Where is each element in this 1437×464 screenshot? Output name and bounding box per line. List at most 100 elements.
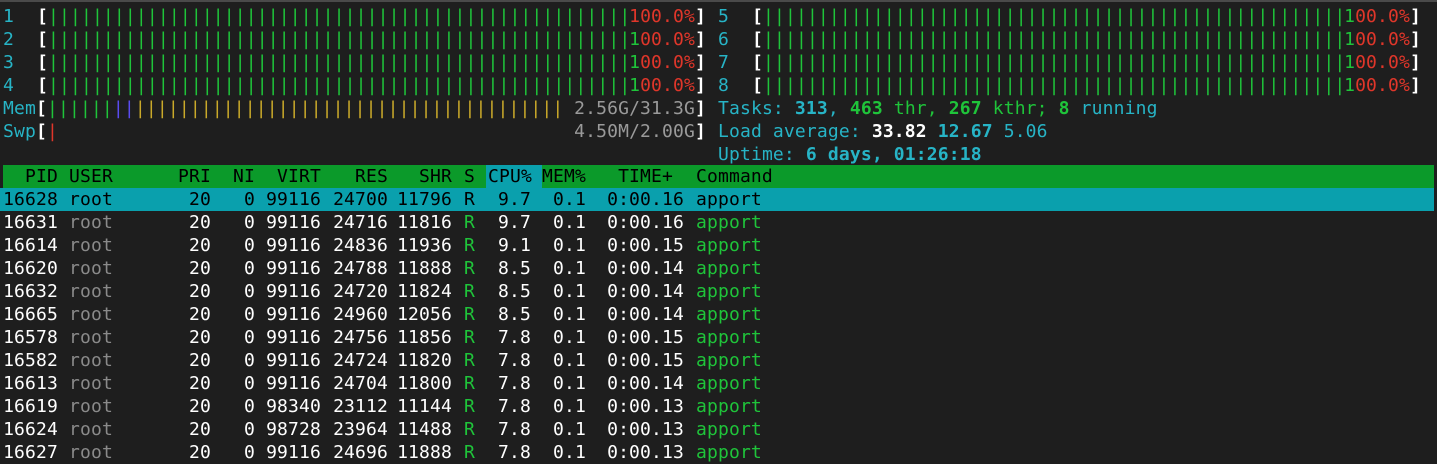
virt-cell: 99116: [266, 281, 321, 302]
cpu-cell: 9.7: [498, 189, 531, 210]
res-cell: 23112: [333, 396, 388, 417]
meter-value: 4.50M/2.00G: [574, 121, 695, 142]
user-cell: root: [69, 189, 113, 210]
time-cell: 0:00.13: [607, 419, 684, 440]
user-cell: root: [69, 350, 113, 371]
bracket-close: ]: [1410, 75, 1421, 96]
process-row[interactable]: 16620 root 20 0 99116 24788 11888 R 8.5 0.1 0:00.1…: [0, 257, 1434, 280]
cpu-meter-1: 1 [||||||||||||||||||||||||||||||||||||||…: [3, 5, 706, 28]
header-command-cell[interactable]: Command: [696, 166, 773, 187]
virt-cell: 99116: [266, 442, 321, 463]
meter-value: 100.0%: [629, 52, 695, 73]
cpu-cell: 9.1: [498, 235, 531, 256]
meter-bar: ||||||||||||||||||||||||||||||||||||||||…: [763, 6, 1345, 27]
time-cell: 0:00.14: [607, 373, 684, 394]
cpu-cell: 7.8: [498, 327, 531, 348]
header-shr-cell[interactable]: SHR: [419, 166, 452, 187]
header-pri-cell[interactable]: PRI: [178, 166, 211, 187]
res-cell: 24700: [333, 189, 388, 210]
res-cell: 24720: [333, 281, 388, 302]
process-row[interactable]: 16613 root 20 0 99116 24704 11800 R 7.8 0.1 0:00.1…: [0, 372, 1434, 395]
meter-label: 3: [3, 52, 14, 73]
header-cpu-cell[interactable]: CPU%: [488, 166, 532, 187]
header-mem-cell[interactable]: MEM%: [542, 166, 586, 187]
bracket-open: [: [752, 52, 763, 73]
cpu-cell: 7.8: [498, 396, 531, 417]
bracket-close: ]: [1410, 29, 1421, 50]
header-ni-cell[interactable]: NI: [233, 166, 255, 187]
bracket-open: [: [37, 52, 48, 73]
cpu-cell: 8.5: [498, 304, 531, 325]
process-row[interactable]: 16578 root 20 0 99116 24756 11856 R 7.8 0.1 0:00.1…: [0, 326, 1434, 349]
time-cell: 0:00.14: [607, 304, 684, 325]
header-res-cell[interactable]: RES: [355, 166, 388, 187]
time-cell: 0:00.15: [607, 350, 684, 371]
s-cell: R: [464, 350, 475, 371]
res-cell: 24756: [333, 327, 388, 348]
pid-cell: 16628: [3, 189, 58, 210]
pri-cell: 20: [189, 304, 211, 325]
process-row[interactable]: 16627 root 20 0 99116 24696 11888 R 7.8 0.1 0:00.1…: [0, 441, 1434, 464]
s-cell: R: [464, 373, 475, 394]
virt-cell: 98728: [266, 419, 321, 440]
cpu-cell: 7.8: [498, 373, 531, 394]
header-user-cell[interactable]: USER: [69, 166, 113, 187]
res-cell: 24724: [333, 350, 388, 371]
meter-value: 100.0%: [629, 6, 695, 27]
res-cell: 24716: [333, 212, 388, 233]
command-cell: apport: [696, 350, 762, 371]
header-s-cell[interactable]: S: [464, 166, 475, 187]
ni-cell: 0: [244, 396, 255, 417]
virt-cell: 99116: [266, 235, 321, 256]
pri-cell: 20: [189, 419, 211, 440]
ni-cell: 0: [244, 212, 255, 233]
process-row[interactable]: 16665 root 20 0 99116 24960 12056 R 8.5 0.1 0:00.1…: [0, 303, 1434, 326]
command-cell: apport: [696, 189, 762, 210]
header-time-cell[interactable]: TIME+: [618, 166, 673, 187]
command-cell: apport: [696, 373, 762, 394]
process-row[interactable]: 16614 root 20 0 99116 24836 11936 R 9.1 0.1 0:00.1…: [0, 234, 1434, 257]
pri-cell: 20: [189, 258, 211, 279]
s-cell: R: [464, 304, 475, 325]
virt-cell: 98340: [266, 396, 321, 417]
meter-bar: ||||||||||||||||||||||||||||||||||||||||…: [763, 29, 1345, 50]
cpu-cell: 8.5: [498, 281, 531, 302]
process-row[interactable]: 16631 root 20 0 99116 24716 11816 R 9.7 0.1 0:00.1…: [0, 211, 1434, 234]
load-average: Load average: 33.82 12.67 5.06: [718, 121, 1048, 142]
meter-label: 8: [718, 75, 729, 96]
header-virt-cell[interactable]: VIRT: [277, 166, 321, 187]
tasks-summary: Tasks: 313, 463 thr, 267 kthr; 8 running: [718, 98, 1158, 119]
mem-cell: 0.1: [553, 189, 586, 210]
user-cell: root: [69, 235, 113, 256]
meter-bar: ||||||||||||||||||||||||||||||||||||||||…: [48, 29, 630, 50]
virt-cell: 99116: [266, 327, 321, 348]
process-row[interactable]: 16632 root 20 0 99116 24720 11824 R 8.5 0.1 0:00.1…: [0, 280, 1434, 303]
pid-cell: 16624: [3, 419, 58, 440]
shr-cell: 11888: [397, 442, 452, 463]
process-row-selected[interactable]: 16628 root 20 0 99116 24700 11796 R 9.7 0.1 0:00.1…: [0, 188, 1434, 211]
process-row[interactable]: 16624 root 20 0 98728 23964 11488 R 7.8 0.1 0:00.1…: [0, 418, 1434, 441]
meter-bar: ||||||||||||||||||||||||||||||||||||||||…: [48, 6, 630, 27]
meter-value: 100.0%: [1344, 75, 1410, 96]
user-cell: root: [69, 442, 113, 463]
cpu-cell: 7.8: [498, 419, 531, 440]
command-cell: apport: [696, 419, 762, 440]
meter-bar: ||||||||||||||||||||||||||||||||||||||||…: [48, 52, 630, 73]
mem-cell: 0.1: [553, 212, 586, 233]
pri-cell: 20: [189, 442, 211, 463]
user-cell: root: [69, 419, 113, 440]
command-cell: apport: [696, 235, 762, 256]
header-pid-cell[interactable]: PID: [25, 166, 58, 187]
ni-cell: 0: [244, 235, 255, 256]
time-cell: 0:00.16: [607, 212, 684, 233]
swap-meter: Swp[| 4.50M/2.00G]: [3, 120, 706, 143]
meter-label: 7: [718, 52, 729, 73]
s-cell: R: [464, 212, 475, 233]
s-cell: R: [464, 235, 475, 256]
res-cell: 24836: [333, 235, 388, 256]
process-row[interactable]: 16619 root 20 0 98340 23112 11144 R 7.8 0.1 0:00.1…: [0, 395, 1434, 418]
process-row[interactable]: 16582 root 20 0 99116 24724 11820 R 7.8 0.1 0:00.1…: [0, 349, 1434, 372]
uptime: Uptime: 6 days, 01:26:18: [718, 144, 982, 165]
time-cell: 0:00.16: [607, 189, 684, 210]
command-cell: apport: [696, 396, 762, 417]
